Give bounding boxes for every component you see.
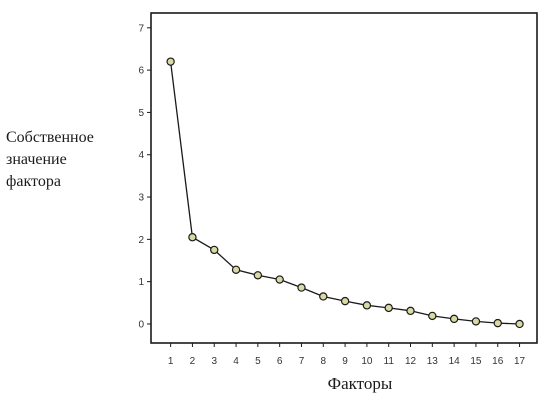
x-axis-label: Факторы [327,374,393,393]
series-line [169,61,520,325]
x-tick-label: 12 [405,356,417,367]
x-tick-label: 16 [492,356,504,367]
x-tick-label: 8 [321,356,327,367]
y-axis-ticks: 0 1 2 3 4 5 6 7 [138,23,151,330]
data-point [319,292,328,301]
y-axis-label-line: Собственное [6,129,94,146]
plot-frame [150,12,538,344]
x-tick-label: 6 [277,356,283,367]
x-tick-label: 5 [255,356,261,367]
y-tick-label: 1 [138,277,144,288]
data-point [384,303,393,313]
data-point [210,245,219,255]
x-tick-label: 9 [342,356,348,367]
data-point [428,311,437,321]
y-tick-label: 5 [138,108,144,119]
y-tick-label: 0 [138,319,144,330]
x-tick-label: 14 [449,356,461,367]
y-tick-label: 7 [138,23,144,34]
data-point [275,275,284,284]
y-axis-label-line: фактора [6,173,61,190]
data-point [362,301,372,310]
data-point [406,306,415,316]
y-tick-label: 3 [138,193,144,204]
x-tick-label: 10 [361,356,373,367]
y-tick-label: 4 [138,150,144,161]
x-tick-label: 15 [470,356,482,367]
data-point [340,296,350,306]
x-axis-ticks: 1 2 3 4 5 6 7 8 9 10 11 12 13 14 15 16 17 [168,343,526,367]
y-tick-label: 2 [138,235,144,246]
x-tick-label: 3 [211,356,217,367]
data-point [166,57,175,66]
x-tick-label: 13 [427,356,439,367]
y-axis-label-line: значение [6,151,67,168]
x-tick-label: 1 [168,356,174,367]
data-point [493,318,502,328]
data-point [449,314,459,324]
data-point [253,271,263,280]
data-point [471,317,481,326]
x-tick-label: 2 [190,356,196,367]
data-point [231,265,241,275]
x-tick-label: 4 [233,356,239,367]
x-tick-label: 17 [514,356,526,367]
data-point [515,319,524,329]
data-point [297,283,306,292]
x-tick-label: 7 [299,356,305,367]
x-tick-label: 11 [384,356,395,367]
data-point [188,233,197,242]
series-points [166,57,524,329]
y-tick-label: 6 [138,66,144,77]
